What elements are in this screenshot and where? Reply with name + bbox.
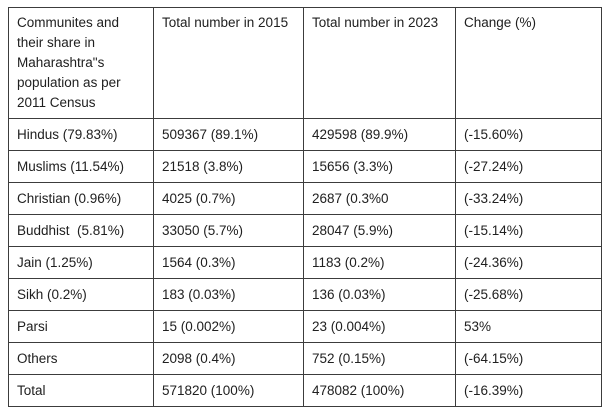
table-cell: 53% bbox=[455, 310, 602, 343]
table-cell: 509367 (89.1%) bbox=[153, 118, 304, 151]
table-cell: 21518 (3.8%) bbox=[153, 150, 304, 183]
table-cell: Parsi bbox=[8, 310, 154, 343]
table-row: Hindus (79.83%) 509367 (89.1%) 429598 (8… bbox=[8, 118, 602, 151]
table-cell: Muslims (11.54%) bbox=[8, 150, 154, 183]
table-cell: 2098 (0.4%) bbox=[153, 342, 304, 375]
header-cell-total-2023: Total number in 2023 bbox=[303, 7, 456, 119]
table-cell: (-27.24%) bbox=[455, 150, 602, 183]
table-cell: 752 (0.15%) bbox=[303, 342, 456, 375]
header-cell-change: Change (%) bbox=[455, 7, 602, 119]
table-cell: (-25.68%) bbox=[455, 278, 602, 311]
table-cell: Christian (0.96%) bbox=[8, 182, 154, 215]
communities-population-table: Communites and their share in Maharashtr… bbox=[8, 7, 602, 407]
table-row: Others 2098 (0.4%) 752 (0.15%) (-64.15%) bbox=[8, 342, 602, 375]
table-cell: 1183 (0.2%) bbox=[303, 246, 456, 279]
table-cell: 15 (0.002%) bbox=[153, 310, 304, 343]
table-cell: 183 (0.03%) bbox=[153, 278, 304, 311]
header-cell-communities: Communites and their share in Maharashtr… bbox=[8, 7, 154, 119]
table-cell: 28047 (5.9%) bbox=[303, 214, 456, 247]
table-cell: (-15.60%) bbox=[455, 118, 602, 151]
table-cell: 15656 (3.3%) bbox=[303, 150, 456, 183]
table-cell: 23 (0.004%) bbox=[303, 310, 456, 343]
table-cell: Jain (1.25%) bbox=[8, 246, 154, 279]
table-cell: (-24.36%) bbox=[455, 246, 602, 279]
communities-table-container: Communites and their share in Maharashtr… bbox=[8, 7, 602, 407]
table-cell: 33050 (5.7%) bbox=[153, 214, 304, 247]
table-cell: 2687 (0.3%0 bbox=[303, 182, 456, 215]
table-cell: Sikh (0.2%) bbox=[8, 278, 154, 311]
table-cell: Others bbox=[8, 342, 154, 375]
table-row: Jain (1.25%) 1564 (0.3%) 1183 (0.2%) (-2… bbox=[8, 246, 602, 279]
table-row: Sikh (0.2%) 183 (0.03%) 136 (0.03%) (-25… bbox=[8, 278, 602, 311]
table-cell: 429598 (89.9%) bbox=[303, 118, 456, 151]
table-row: Parsi 15 (0.002%) 23 (0.004%) 53% bbox=[8, 310, 602, 343]
table-cell: Hindus (79.83%) bbox=[8, 118, 154, 151]
table-cell: 1564 (0.3%) bbox=[153, 246, 304, 279]
header-row: Communites and their share in Maharashtr… bbox=[8, 7, 602, 119]
table-row: Christian (0.96%) 4025 (0.7%) 2687 (0.3%… bbox=[8, 182, 602, 215]
table-cell: 4025 (0.7%) bbox=[153, 182, 304, 215]
table-cell: (-15.14%) bbox=[455, 214, 602, 247]
table-cell: Buddhist (5.81%) bbox=[8, 214, 154, 247]
table-row: Buddhist (5.81%) 33050 (5.7%) 28047 (5.9… bbox=[8, 214, 602, 247]
table-cell: (-64.15%) bbox=[455, 342, 602, 375]
header-cell-total-2015: Total number in 2015 bbox=[153, 7, 304, 119]
table-cell: (-33.24%) bbox=[455, 182, 602, 215]
table-cell: 136 (0.03%) bbox=[303, 278, 456, 311]
table-row: Muslims (11.54%) 21518 (3.8%) 15656 (3.3… bbox=[8, 150, 602, 183]
